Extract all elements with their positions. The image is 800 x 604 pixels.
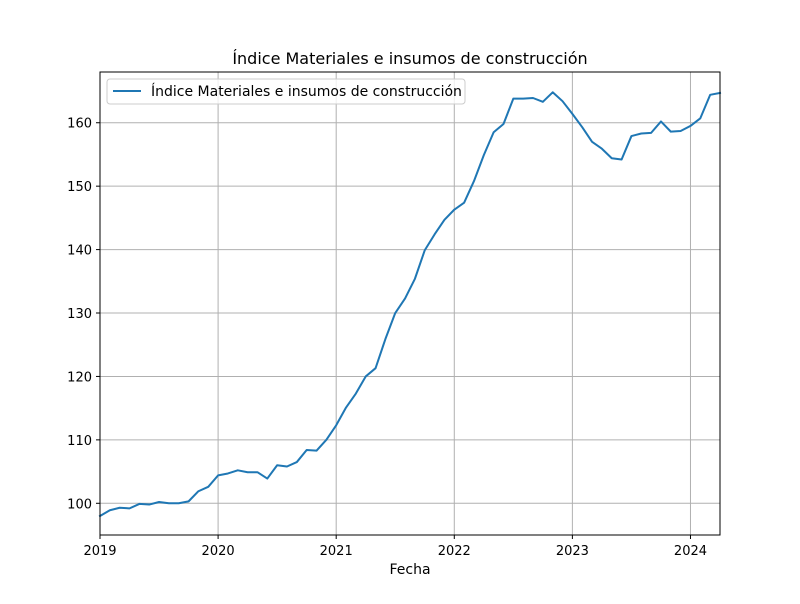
y-tick-label: 130 [67, 307, 92, 322]
y-tick-label: 140 [67, 244, 92, 259]
x-tick-label: 2022 [438, 544, 471, 559]
y-tick-label: 110 [67, 434, 92, 449]
x-tick-label: 2021 [320, 544, 353, 559]
x-axis-label: Fecha [389, 562, 430, 578]
legend-label: Índice Materiales e insumos de construcc… [151, 83, 462, 100]
tick-layer: 100 110 120 130 140 150 160 2019 2020 2021 2022 202… [67, 117, 707, 559]
y-tick-label: 120 [67, 370, 92, 385]
series-line [98, 91, 722, 518]
x-tick-label: 2019 [83, 544, 116, 559]
y-tick-label: 100 [67, 497, 92, 512]
legend: Índice Materiales e insumos de construcc… [106, 78, 466, 105]
plot-frame [99, 71, 721, 536]
x-tick-label: 2020 [202, 544, 235, 559]
y-tick-label: 150 [67, 180, 92, 195]
x-tick-label: 2023 [556, 544, 589, 559]
chart-title: Índice Materiales e insumos de construcc… [232, 49, 587, 68]
legend-box [106, 78, 466, 105]
y-tick-label: 160 [67, 117, 92, 132]
x-tick-label: 2024 [674, 544, 707, 559]
series-layer [98, 91, 722, 518]
